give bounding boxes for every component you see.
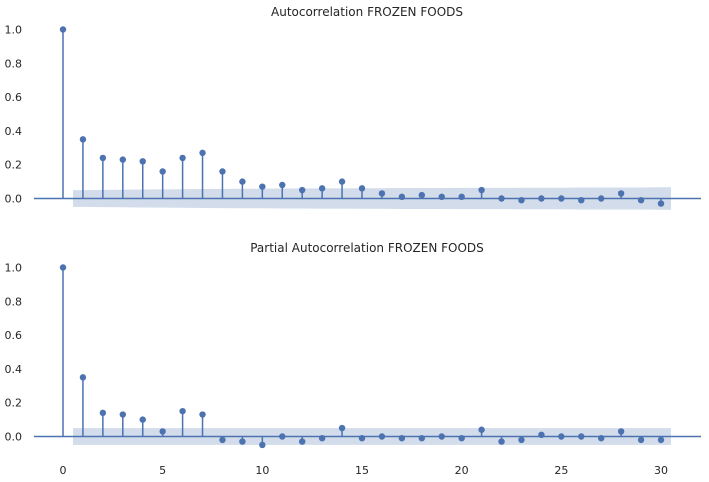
y-tick-label: 0.6	[5, 91, 23, 104]
stem-marker	[139, 416, 146, 423]
stem-marker	[538, 195, 545, 202]
stem-marker	[578, 433, 585, 440]
stem-marker	[99, 409, 107, 417]
stem-marker	[558, 195, 565, 202]
x-tick-label: 0	[60, 464, 67, 477]
y-tick-label: 0.2	[5, 397, 23, 410]
stem-marker	[318, 434, 326, 442]
stem-marker	[358, 434, 366, 442]
stem-marker	[598, 434, 605, 442]
stem-marker	[538, 431, 545, 439]
stem-marker	[139, 158, 146, 165]
stem-marker	[299, 186, 306, 194]
y-tick-label: 0.4	[5, 363, 23, 376]
y-tick-label: 0.6	[5, 329, 23, 342]
y-tick-label: 0.0	[5, 431, 23, 444]
stem-marker	[637, 436, 645, 444]
stem-marker	[279, 433, 286, 440]
acf-title: Autocorrelation FROZEN FOODS	[271, 5, 463, 19]
stem-marker	[578, 196, 585, 204]
stem-marker	[657, 436, 665, 444]
stem-marker	[199, 149, 206, 157]
stem-marker	[617, 428, 625, 435]
stem-marker	[418, 191, 425, 199]
stem-marker	[239, 178, 246, 185]
stem-marker	[438, 193, 445, 201]
stem-marker	[318, 185, 326, 192]
stem-marker	[338, 178, 346, 185]
stem-marker	[179, 407, 186, 415]
stem-marker	[378, 433, 386, 440]
stem-marker	[637, 196, 645, 204]
stem-marker	[398, 434, 406, 442]
stem-marker	[478, 426, 485, 433]
x-tick-label: 10	[255, 464, 269, 477]
x-tick-label: 20	[455, 464, 469, 477]
stem-marker	[518, 436, 525, 444]
acf-panel: Autocorrelation FROZEN FOODS 0.0 0.2 0.4 0.…	[5, 5, 701, 210]
stem-marker	[478, 186, 485, 194]
y-tick-label: 0.0	[5, 193, 23, 206]
stem-marker	[617, 190, 625, 197]
x-tick-label: 25	[554, 464, 568, 477]
stem-marker	[398, 193, 406, 201]
stem-marker	[518, 196, 525, 204]
stem-marker	[79, 136, 87, 143]
y-tick-label: 0.8	[5, 295, 23, 308]
stem-marker	[159, 168, 166, 175]
stem-marker	[598, 195, 605, 202]
stem-marker	[59, 264, 67, 271]
y-tick-label: 1.0	[5, 24, 23, 37]
y-tick-label: 0.8	[5, 57, 23, 70]
stem-marker	[79, 374, 87, 381]
stem-marker	[99, 154, 107, 162]
stem-marker	[119, 411, 127, 418]
x-tick-label: 5	[159, 464, 166, 477]
stem-marker	[657, 200, 665, 207]
stem-marker	[179, 154, 186, 162]
stem-marker	[558, 433, 565, 440]
stem-marker	[199, 411, 206, 418]
stem-marker	[498, 438, 505, 445]
y-tick-label: 0.2	[5, 159, 23, 172]
stem-marker	[119, 156, 127, 163]
stem-marker	[458, 434, 465, 442]
stem-marker	[418, 434, 425, 442]
stem-marker	[59, 26, 67, 33]
stem-marker	[338, 424, 346, 432]
pacf-title: Partial Autocorrelation FROZEN FOODS	[250, 241, 484, 255]
stem-marker	[378, 190, 386, 197]
stem-marker	[219, 436, 226, 444]
stem-marker	[458, 193, 465, 201]
stem-marker	[259, 441, 266, 449]
stem-marker	[358, 185, 366, 192]
stem-marker	[498, 195, 505, 202]
stem-marker	[159, 428, 166, 435]
x-tick-label: 30	[654, 464, 668, 477]
stem-marker	[239, 438, 246, 445]
stem-marker	[219, 168, 226, 175]
y-tick-label: 0.4	[5, 125, 23, 138]
pacf-panel: Partial Autocorrelation FROZEN FOODS 0.0…	[5, 241, 701, 477]
stem-marker	[279, 181, 286, 189]
stem-marker	[259, 183, 266, 190]
y-tick-label: 1.0	[5, 262, 23, 275]
x-tick-label: 15	[355, 464, 369, 477]
stem-marker	[299, 438, 306, 445]
stem-marker	[438, 433, 445, 440]
